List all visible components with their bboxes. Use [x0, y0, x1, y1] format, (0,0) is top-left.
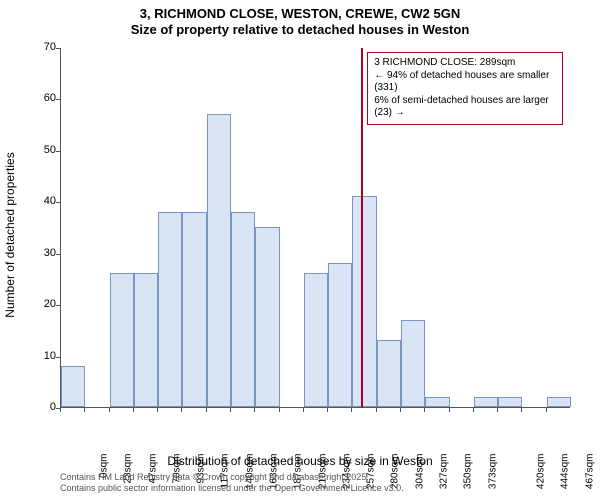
- x-tick-mark: [497, 408, 498, 412]
- histogram-bar: [110, 273, 134, 407]
- x-tick-mark: [376, 408, 377, 412]
- x-tick-mark: [449, 408, 450, 412]
- x-tick-mark: [60, 408, 61, 412]
- y-tick-label: 20: [30, 298, 56, 310]
- reference-line: [361, 48, 363, 407]
- y-tick-mark: [56, 357, 60, 358]
- histogram-bar: [377, 340, 401, 407]
- x-tick-mark: [521, 408, 522, 412]
- x-tick-mark: [133, 408, 134, 412]
- y-tick-mark: [56, 151, 60, 152]
- histogram-bar: [401, 320, 425, 407]
- histogram-bar: [61, 366, 85, 407]
- x-tick-mark: [206, 408, 207, 412]
- footer-attribution: Contains HM Land Registry data © Crown c…: [60, 472, 404, 494]
- histogram-bar: [134, 273, 158, 407]
- y-tick-label: 40: [30, 195, 56, 207]
- chart-title-line2: Size of property relative to detached ho…: [0, 22, 600, 37]
- plot-area: 3 RICHMOND CLOSE: 289sqm← 94% of detache…: [60, 48, 570, 408]
- annotation-box: 3 RICHMOND CLOSE: 289sqm← 94% of detache…: [367, 52, 563, 125]
- histogram-bar: [207, 114, 231, 407]
- y-tick-mark: [56, 99, 60, 100]
- chart-title-line1: 3, RICHMOND CLOSE, WESTON, CREWE, CW2 5G…: [0, 6, 600, 21]
- footer-line2: Contains public sector information licen…: [60, 483, 404, 494]
- x-tick-mark: [84, 408, 85, 412]
- x-tick-mark: [279, 408, 280, 412]
- y-tick-label: 0: [30, 401, 56, 413]
- y-axis-label: Number of detached properties: [3, 152, 17, 317]
- histogram-bar: [158, 212, 182, 407]
- histogram-bar: [425, 397, 449, 407]
- x-tick-mark: [546, 408, 547, 412]
- histogram-bar: [328, 263, 352, 407]
- x-tick-mark: [424, 408, 425, 412]
- x-axis-label: Distribution of detached houses by size …: [0, 454, 600, 468]
- x-tick-mark: [254, 408, 255, 412]
- y-tick-label: 10: [30, 350, 56, 362]
- y-tick-label: 60: [30, 92, 56, 104]
- x-tick-mark: [473, 408, 474, 412]
- x-tick-mark: [157, 408, 158, 412]
- x-tick-mark: [351, 408, 352, 412]
- x-tick-mark: [303, 408, 304, 412]
- x-tick-mark: [109, 408, 110, 412]
- annotation-line3: 6% of semi-detached houses are larger (2…: [374, 95, 556, 120]
- y-tick-label: 50: [30, 144, 56, 156]
- x-tick-mark: [230, 408, 231, 412]
- chart-container: 3, RICHMOND CLOSE, WESTON, CREWE, CW2 5G…: [0, 0, 600, 500]
- footer-line1: Contains HM Land Registry data © Crown c…: [60, 472, 404, 483]
- histogram-bar: [231, 212, 255, 407]
- histogram-bar: [255, 227, 279, 407]
- histogram-bar: [474, 397, 498, 407]
- annotation-line1: 3 RICHMOND CLOSE: 289sqm: [374, 57, 556, 70]
- annotation-line2: ← 94% of detached houses are smaller (33…: [374, 70, 556, 95]
- y-tick-mark: [56, 254, 60, 255]
- histogram-bar: [352, 196, 376, 407]
- x-tick-mark: [400, 408, 401, 412]
- x-tick-mark: [181, 408, 182, 412]
- histogram-bar: [498, 397, 522, 407]
- y-tick-mark: [56, 305, 60, 306]
- y-tick-mark: [56, 202, 60, 203]
- y-tick-label: 30: [30, 247, 56, 259]
- x-tick-mark: [327, 408, 328, 412]
- histogram-bar: [304, 273, 328, 407]
- y-tick-mark: [56, 48, 60, 49]
- histogram-bar: [182, 212, 206, 407]
- histogram-bar: [547, 397, 571, 407]
- y-tick-label: 70: [30, 41, 56, 53]
